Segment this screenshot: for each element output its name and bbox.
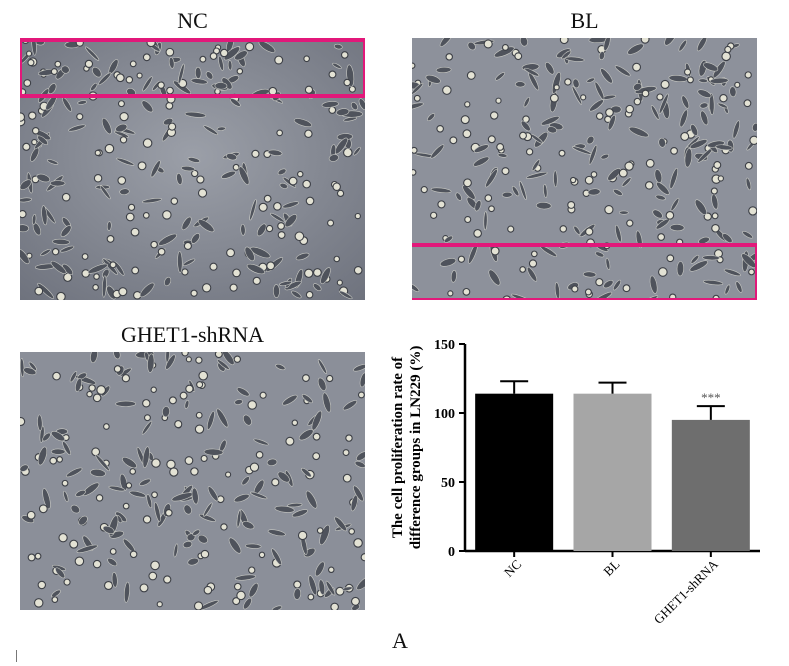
bar-nc (475, 393, 554, 551)
y-tick-label: 150 (434, 338, 455, 353)
corner-mark (16, 650, 17, 662)
figure-label: A (392, 628, 408, 653)
y-axis-label: The cell proliferation rate of difference… (390, 346, 424, 550)
significance-mark: *** (701, 390, 721, 405)
y-tick-label: 50 (441, 476, 455, 491)
highlight-box-bl (412, 243, 757, 300)
panel-title-nc: NC (177, 8, 208, 33)
bar-bl (573, 393, 652, 551)
micrograph-bl (412, 38, 757, 300)
y-tick-label: 0 (448, 545, 455, 560)
micrograph-nc (20, 38, 365, 300)
x-tick-label: BL (600, 556, 622, 578)
panel-title-ghet1: GHET1-shRNA (121, 322, 264, 347)
x-tick-label: NC (501, 557, 524, 580)
micrograph-ghet1 (20, 352, 365, 610)
panel-title-bl: BL (570, 8, 599, 33)
y-tick-label: 100 (434, 407, 455, 422)
x-tick-label: GHET1-shRNA (651, 556, 722, 627)
bar-chart: 0 50 100 150 The cell proliferation rate of d… (390, 338, 760, 627)
bar-ghet1-shrna (671, 419, 750, 551)
highlight-box-nc (20, 38, 365, 98)
